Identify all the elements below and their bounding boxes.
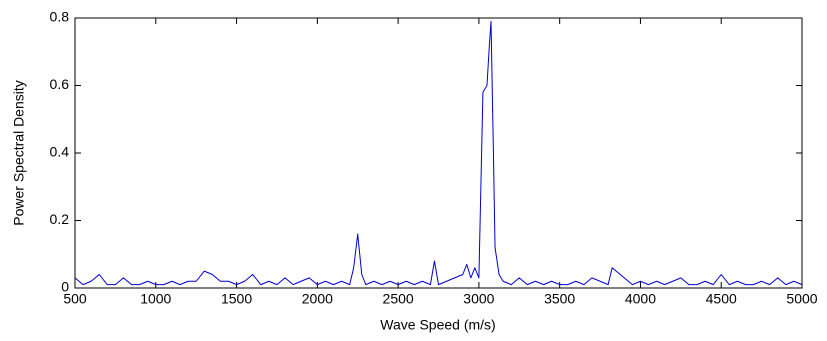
x-axis-label: Wave Speed (m/s) xyxy=(380,317,495,333)
x-tick-label: 3500 xyxy=(544,291,575,307)
x-tick-label: 2000 xyxy=(302,291,333,307)
axes-box xyxy=(74,17,803,289)
y-axis-label: Power Spectral Density xyxy=(11,80,27,226)
x-tick-label: 2500 xyxy=(383,291,414,307)
y-tick-label: 0.6 xyxy=(50,76,70,92)
y-tick-label: 0.8 xyxy=(50,9,70,25)
x-tick-label: 500 xyxy=(63,291,87,307)
x-tick-label: 3000 xyxy=(463,291,494,307)
x-tick-label: 1500 xyxy=(221,291,252,307)
data-line xyxy=(74,20,803,286)
y-tick-label: 0.4 xyxy=(50,144,70,160)
x-tick-label: 4000 xyxy=(625,291,656,307)
x-tick-label: 1000 xyxy=(140,291,171,307)
y-tick-label: 0 xyxy=(61,279,69,295)
y-tick-label: 0.2 xyxy=(50,211,70,227)
x-tick-label: 5000 xyxy=(786,291,817,307)
x-tick-label: 4500 xyxy=(706,291,737,307)
plot-area xyxy=(75,18,802,288)
